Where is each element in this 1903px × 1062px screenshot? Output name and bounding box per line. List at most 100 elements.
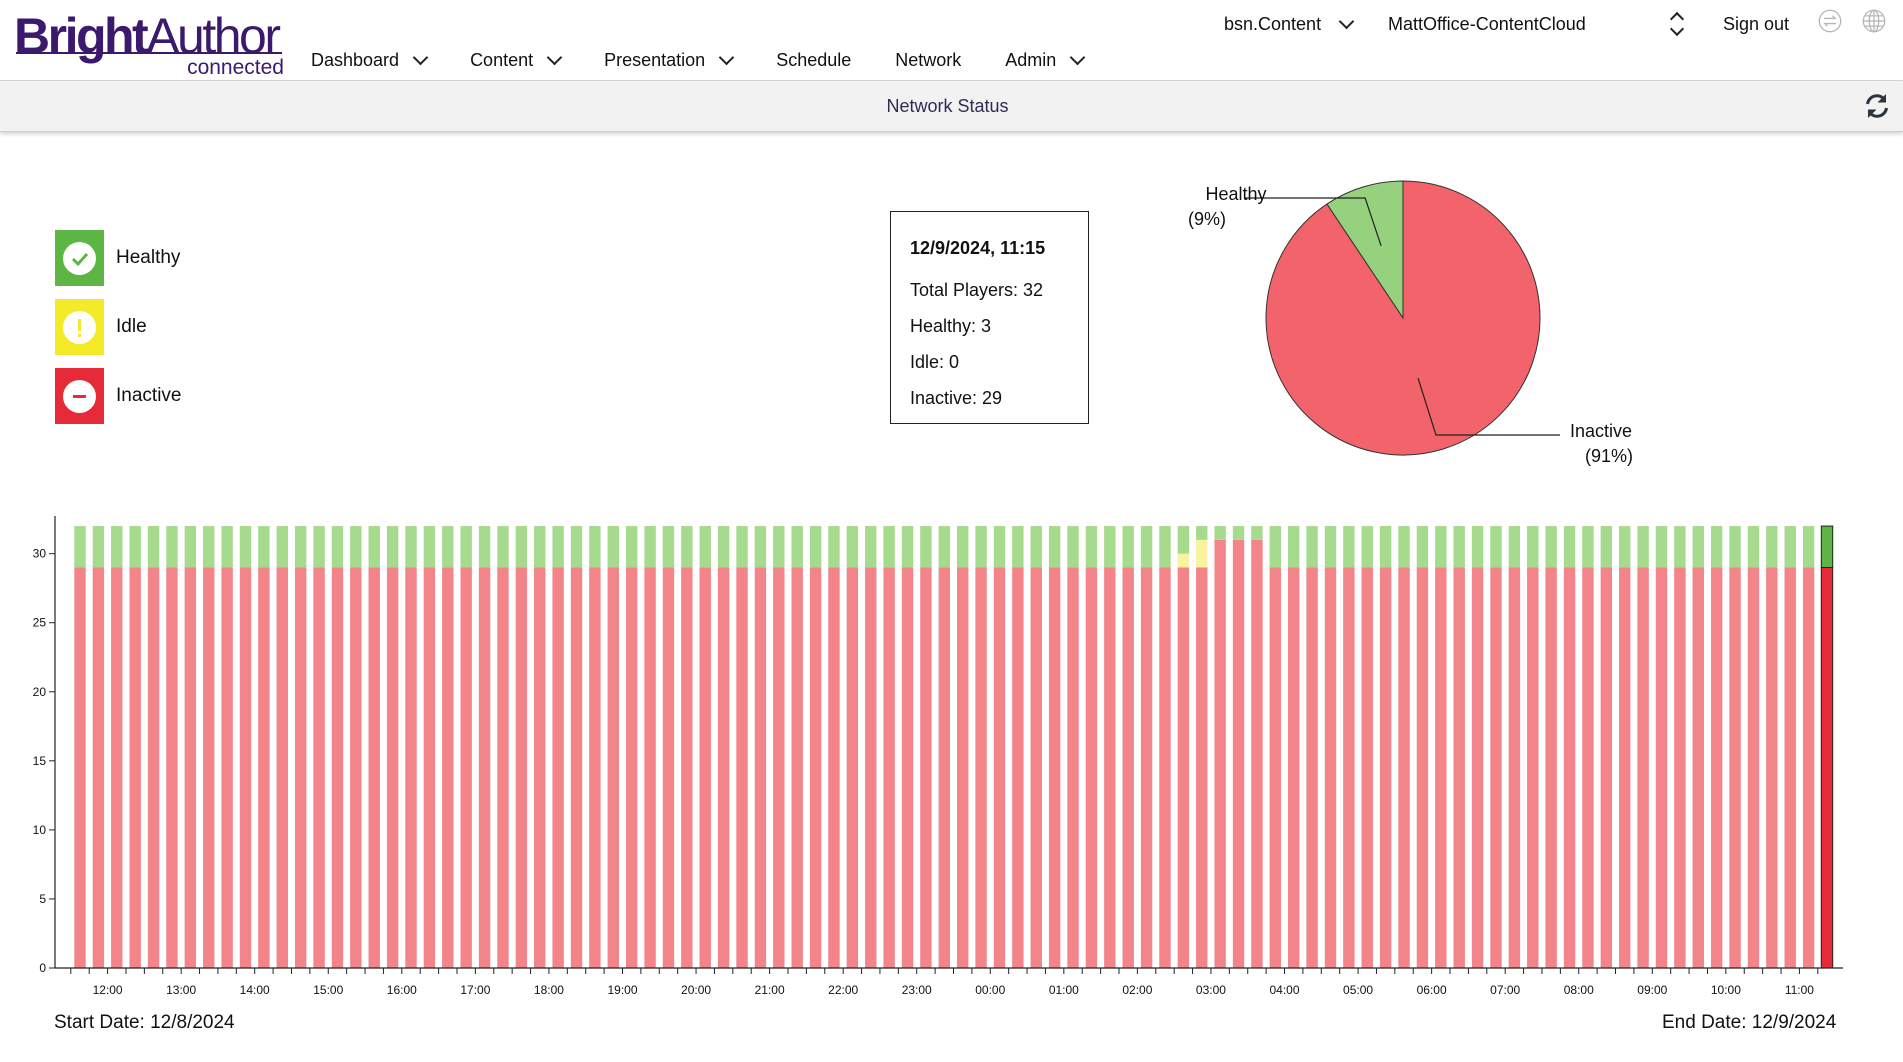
bar-segment-inactive[interactable] [497, 567, 509, 968]
bar-segment-healthy[interactable] [1582, 526, 1594, 568]
bar-segment-healthy[interactable] [184, 526, 197, 568]
nav-dashboard[interactable]: Dashboard [311, 49, 429, 71]
bar-segment-healthy[interactable] [809, 526, 822, 568]
bar-segment-healthy[interactable] [442, 526, 454, 568]
bar-segment-inactive[interactable] [386, 567, 399, 968]
bar-segment-inactive[interactable] [239, 567, 252, 968]
sign-out-link[interactable]: Sign out [1723, 12, 1789, 36]
bar-segment-healthy[interactable] [1324, 526, 1337, 568]
bar-segment-healthy[interactable] [1784, 526, 1796, 568]
bar-segment-healthy[interactable] [1490, 526, 1502, 568]
bar-segment-inactive[interactable] [1324, 567, 1337, 968]
bar-segment-inactive[interactable] [405, 567, 417, 968]
nav-admin[interactable]: Admin [1005, 49, 1086, 71]
bar-segment-healthy[interactable] [1600, 526, 1613, 568]
bar-segment-healthy[interactable] [1104, 526, 1116, 568]
bar-segment-inactive[interactable] [1398, 567, 1410, 968]
bar-segment-inactive[interactable] [1619, 567, 1631, 968]
bar-segment-inactive[interactable] [662, 567, 675, 968]
bar-segment-inactive[interactable] [1067, 567, 1079, 968]
bar-segment-healthy[interactable] [1674, 526, 1686, 568]
bar-segment-healthy[interactable] [129, 526, 141, 568]
bar-segment-inactive[interactable] [221, 567, 233, 968]
bar-segment-inactive[interactable] [534, 567, 546, 968]
bar-segment-healthy[interactable] [423, 526, 436, 568]
bar-segment-inactive[interactable] [975, 567, 987, 968]
bar-segment-inactive[interactable] [1674, 567, 1686, 968]
transfer-icon[interactable] [1818, 9, 1842, 33]
bar-segment-healthy[interactable] [552, 526, 564, 568]
bar-segment-healthy[interactable] [662, 526, 675, 568]
bar-segment-healthy[interactable] [497, 526, 509, 568]
bar-segment-healthy[interactable] [920, 526, 932, 568]
bar-segment-inactive[interactable] [1582, 567, 1594, 968]
bar-segment-inactive[interactable] [313, 567, 325, 968]
bar-segment-healthy[interactable] [1508, 526, 1521, 568]
bar-segment-inactive[interactable] [92, 567, 105, 968]
bar-segment-inactive[interactable] [111, 567, 123, 968]
bar-segment-inactive[interactable] [74, 567, 86, 968]
bar-segment-healthy[interactable] [1379, 526, 1392, 568]
bar-segment-healthy[interactable] [1471, 526, 1484, 568]
bar-segment-inactive[interactable] [1361, 567, 1373, 968]
bar-segment-inactive[interactable] [589, 567, 601, 968]
bar-segment-inactive[interactable] [1490, 567, 1502, 968]
bar-segment-healthy[interactable] [258, 526, 270, 568]
bar-segment-healthy[interactable] [1269, 526, 1282, 568]
bar-segment-inactive[interactable] [809, 567, 822, 968]
bar-segment-healthy[interactable] [1343, 526, 1355, 568]
bar-segment-inactive[interactable] [1563, 567, 1576, 968]
bar-segment-inactive[interactable] [1435, 567, 1447, 968]
bar-segment-inactive[interactable] [129, 567, 141, 968]
bar-segment-inactive[interactable] [938, 567, 950, 968]
bar-segment-inactive[interactable] [1306, 567, 1318, 968]
bar-segment-inactive[interactable] [1140, 567, 1153, 968]
bar-segment-inactive[interactable] [920, 567, 932, 968]
bar-segment-inactive[interactable] [1012, 567, 1024, 968]
bar-segment-inactive[interactable] [1196, 567, 1208, 968]
bar-segment-inactive[interactable] [846, 567, 859, 968]
bar-segment-healthy[interactable] [386, 526, 399, 568]
bar-segment-healthy[interactable] [1196, 526, 1208, 540]
bar-segment-healthy[interactable] [1306, 526, 1318, 568]
bar-segment-healthy[interactable] [1655, 526, 1668, 568]
bar-segment-inactive[interactable] [1453, 567, 1465, 968]
globe-icon[interactable] [1862, 9, 1886, 33]
bar-segment-healthy[interactable] [846, 526, 859, 568]
bar-segment-idle[interactable] [1196, 539, 1208, 568]
bar-segment-healthy[interactable] [331, 526, 344, 568]
bar-segment-healthy[interactable] [92, 526, 105, 568]
bar-segment-healthy[interactable] [1692, 526, 1704, 568]
bar-segment-inactive[interactable] [442, 567, 454, 968]
bar-segment-healthy[interactable] [313, 526, 325, 568]
bar-segment-inactive[interactable] [1085, 567, 1098, 968]
bar-segment-inactive[interactable] [607, 567, 619, 968]
bar-segment-inactive[interactable] [1747, 567, 1760, 968]
bar-segment-inactive[interactable] [1527, 567, 1539, 968]
bar-segment-healthy[interactable] [1563, 526, 1576, 568]
nav-presentation[interactable]: Presentation [604, 49, 735, 71]
bar-segment-healthy[interactable] [221, 526, 233, 568]
bar-segment-inactive[interactable] [736, 567, 748, 968]
bar-segment-healthy[interactable] [956, 526, 969, 568]
bar-segment-inactive[interactable] [184, 567, 197, 968]
bar-segment-inactive[interactable] [1710, 567, 1723, 968]
bar-segment-healthy[interactable] [1122, 526, 1134, 568]
bar-segment-healthy[interactable] [1820, 525, 1834, 568]
bar-segment-inactive[interactable] [258, 567, 270, 968]
bar-segment-healthy[interactable] [1288, 526, 1300, 568]
bar-segment-inactive[interactable] [901, 567, 914, 968]
bar-segment-inactive[interactable] [276, 567, 288, 968]
bar-segment-healthy[interactable] [1766, 526, 1778, 568]
bar-segment-inactive[interactable] [993, 567, 1006, 968]
bar-segment-inactive[interactable] [1030, 567, 1042, 968]
bar-segment-healthy[interactable] [239, 526, 252, 568]
bar-segment-healthy[interactable] [1802, 526, 1815, 568]
bar-segment-inactive[interactable] [791, 567, 803, 968]
bar-segment-healthy[interactable] [1416, 526, 1429, 568]
bar-segment-inactive[interactable] [1232, 539, 1245, 968]
bar-segment-inactive[interactable] [1177, 567, 1190, 968]
bar-segment-healthy[interactable] [1398, 526, 1410, 568]
bar-segment-idle[interactable] [1177, 553, 1190, 568]
bar-segment-healthy[interactable] [1140, 526, 1153, 568]
